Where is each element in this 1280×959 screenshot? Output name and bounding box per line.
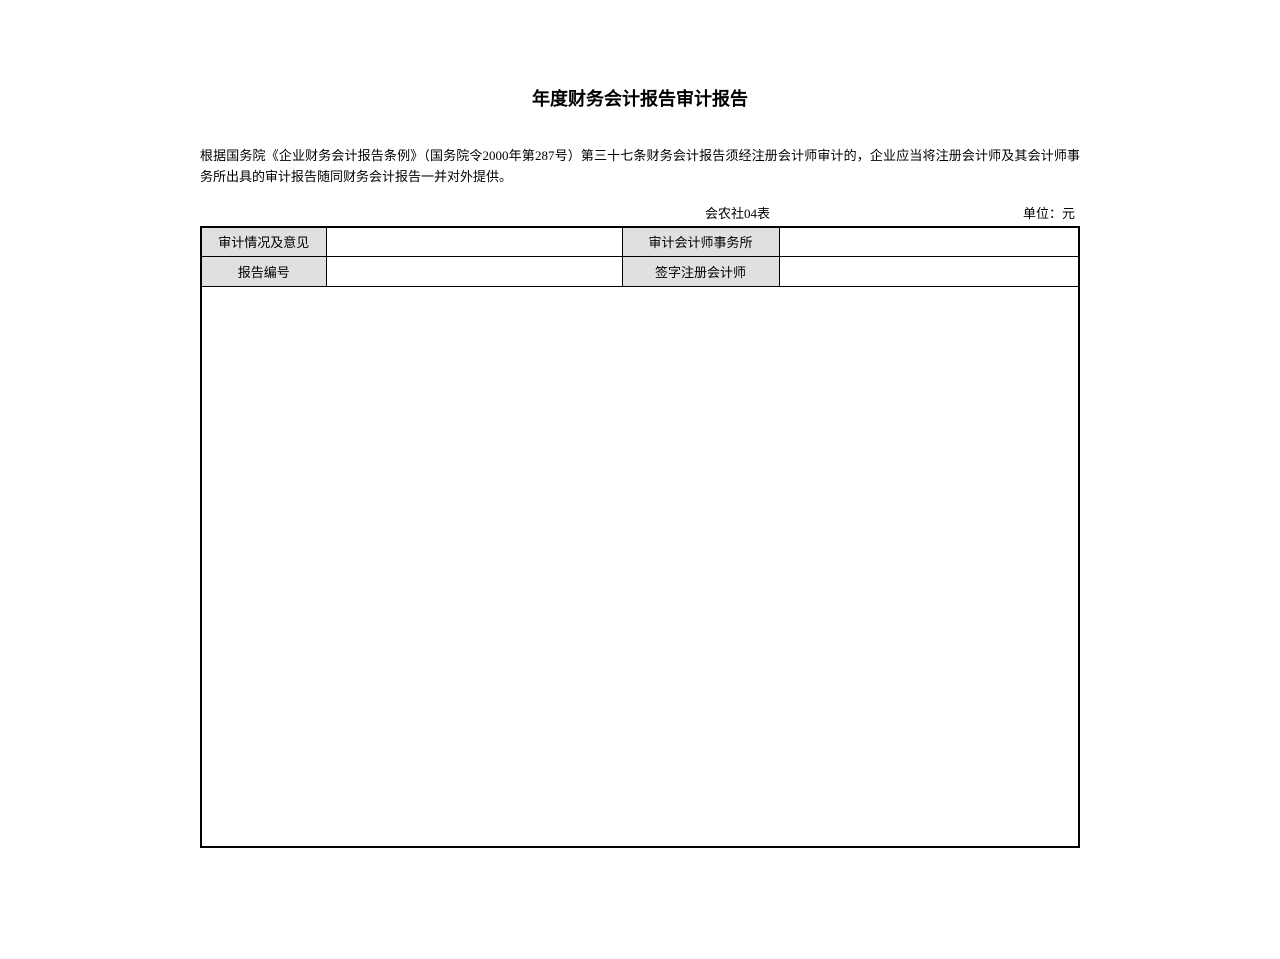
content-area <box>201 287 1079 847</box>
table-row: 报告编号 签字注册会计师 <box>201 257 1079 287</box>
document-title: 年度财务会计报告审计报告 <box>200 85 1080 111</box>
meta-row: 会农社04表 单位：元 <box>200 203 1080 222</box>
label-audit-firm: 审计会计师事务所 <box>622 227 779 257</box>
table-row: 审计情况及意见 审计会计师事务所 <box>201 227 1079 257</box>
label-signing-cpa: 签字注册会计师 <box>622 257 779 287</box>
label-audit-situation: 审计情况及意见 <box>201 227 326 257</box>
value-report-number <box>326 257 622 287</box>
unit-label: 单位：元 <box>1023 203 1075 222</box>
form-code: 会农社04表 <box>705 203 770 222</box>
document-container: 年度财务会计报告审计报告 根据国务院《企业财务会计报告条例》（国务院令2000年… <box>200 85 1080 848</box>
value-signing-cpa <box>779 257 1079 287</box>
audit-report-table: 审计情况及意见 审计会计师事务所 报告编号 签字注册会计师 <box>200 226 1080 848</box>
content-row <box>201 287 1079 847</box>
document-description: 根据国务院《企业财务会计报告条例》（国务院令2000年第287号）第三十七条财务… <box>200 146 1080 188</box>
value-audit-firm <box>779 227 1079 257</box>
value-audit-situation <box>326 227 622 257</box>
label-report-number: 报告编号 <box>201 257 326 287</box>
